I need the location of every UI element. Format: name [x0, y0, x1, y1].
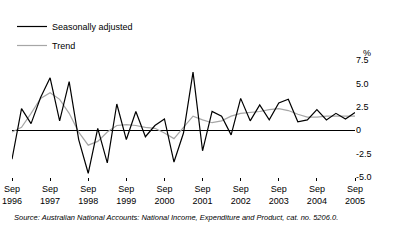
svg-text:2.5: 2.5 — [356, 102, 369, 112]
svg-text:Sep2003: Sep2003 — [269, 184, 289, 206]
svg-text:-5.0: -5.0 — [356, 172, 372, 182]
svg-text:Sep1999: Sep1999 — [116, 184, 136, 206]
svg-text:Sep1997: Sep1997 — [40, 184, 60, 206]
svg-text:%: % — [363, 48, 371, 58]
svg-text:Sep2001: Sep2001 — [193, 184, 213, 206]
svg-text:5.0: 5.0 — [356, 79, 369, 89]
svg-text:7.5: 7.5 — [356, 55, 369, 65]
svg-text:Trend: Trend — [52, 41, 75, 51]
svg-text:Sep2005: Sep2005 — [345, 184, 365, 206]
svg-text:Sep1996: Sep1996 — [2, 184, 22, 206]
svg-text:0: 0 — [356, 125, 361, 135]
svg-text:-2.5: -2.5 — [356, 149, 372, 159]
svg-text:Source: Australian National Ac: Source: Australian National Accounts: Na… — [14, 213, 338, 222]
svg-text:Seasonally adjusted: Seasonally adjusted — [52, 22, 133, 32]
svg-text:Sep2004: Sep2004 — [307, 184, 327, 206]
svg-text:Sep1998: Sep1998 — [78, 184, 98, 206]
svg-text:Sep2000: Sep2000 — [154, 184, 174, 206]
svg-text:Sep2002: Sep2002 — [231, 184, 251, 206]
